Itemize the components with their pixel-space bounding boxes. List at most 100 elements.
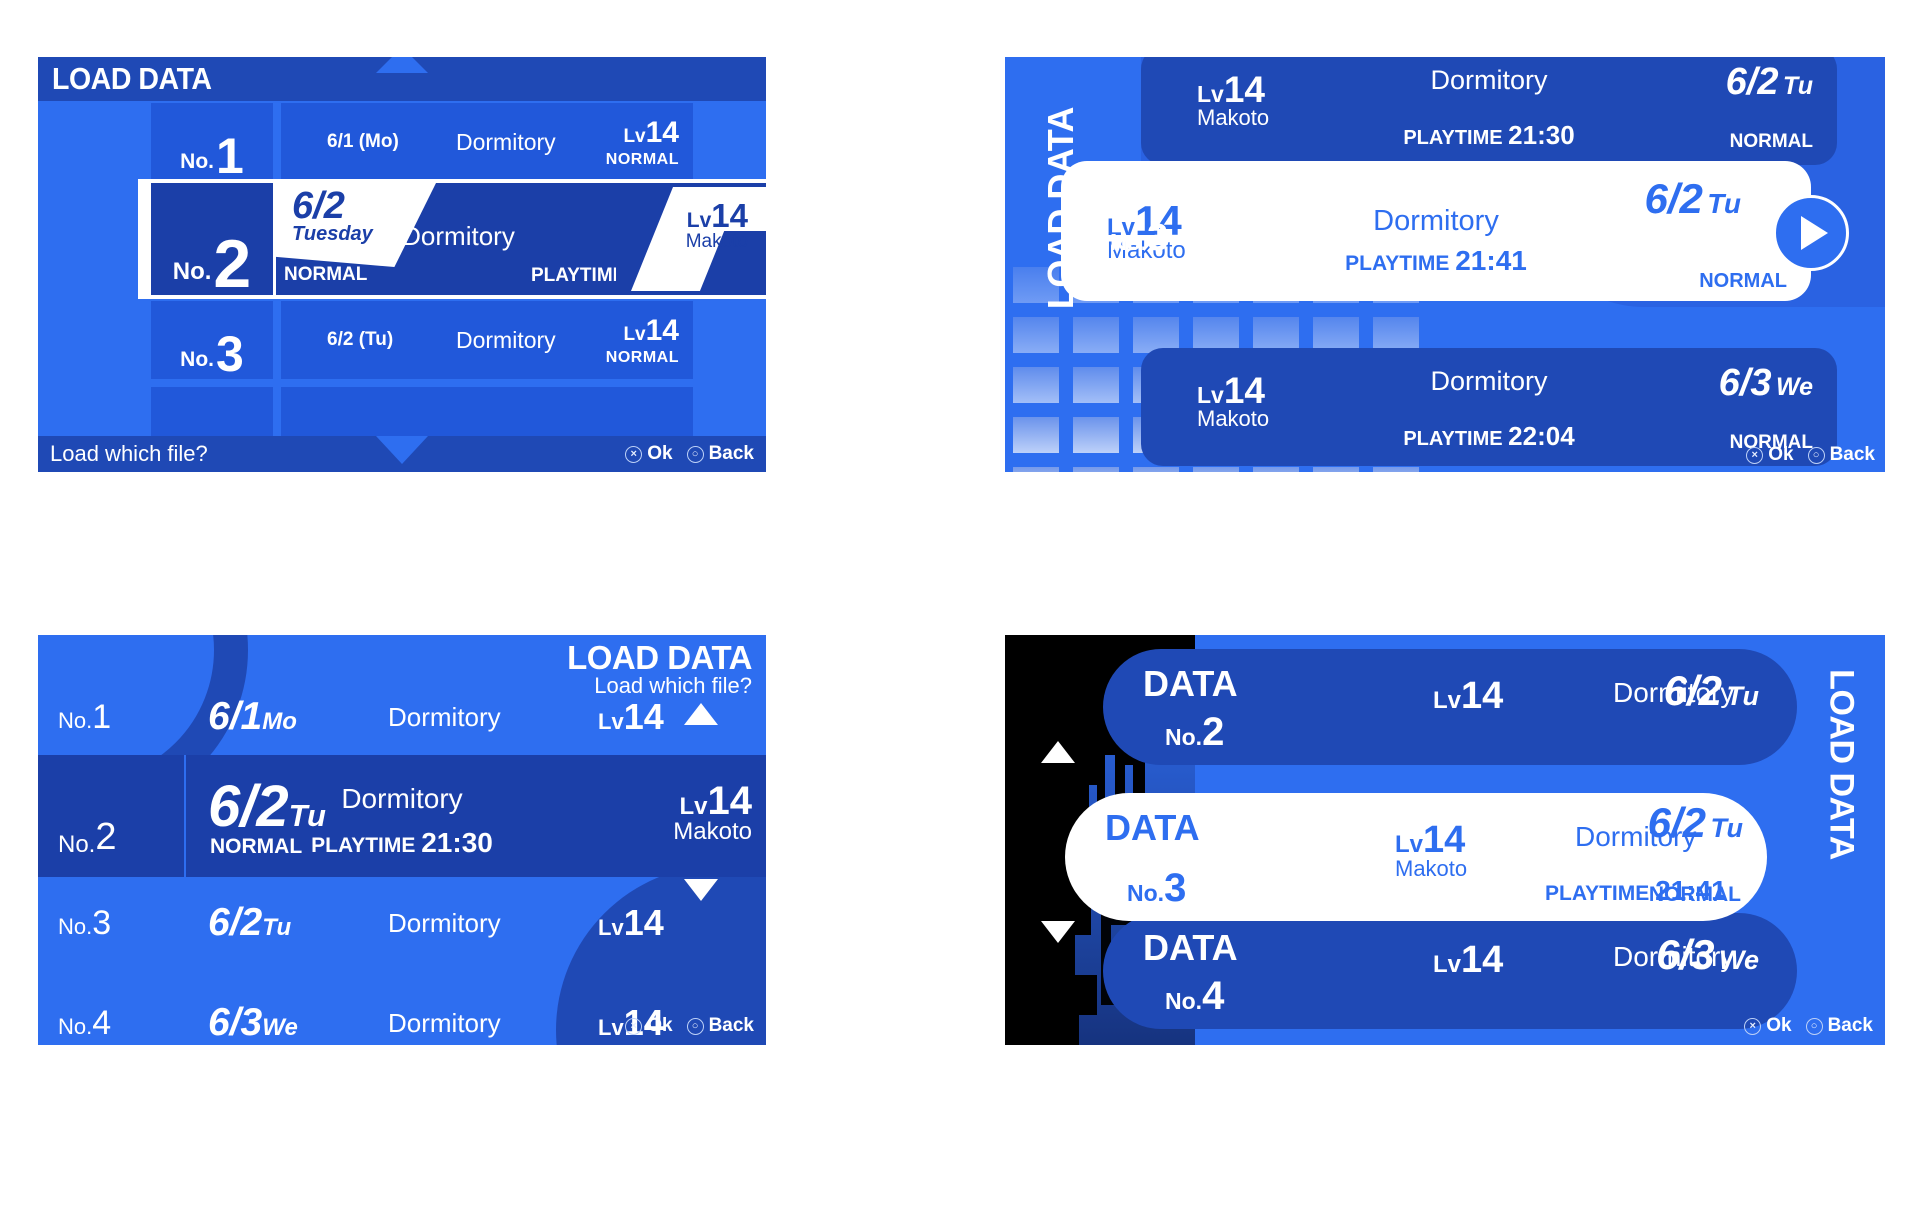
- slot-date-tag: 6/2 Tuesday: [276, 183, 436, 267]
- play-button[interactable]: [1773, 195, 1849, 271]
- slot-character: Makoto: [685, 231, 748, 252]
- level-value: 14: [1461, 675, 1504, 717]
- slot-date: 6/2 Tu: [1648, 799, 1743, 847]
- date-value: 6/2: [208, 901, 263, 944]
- grid-cell: [1013, 267, 1059, 303]
- grid-cell: [1253, 467, 1299, 472]
- slot-number-value: 3: [92, 903, 112, 942]
- playtime-label: PLAYTIME: [1345, 252, 1450, 275]
- save-slot-card-selected[interactable]: DATA No.3 Lv14 Makoto Dormitory 6/2 Tu P…: [1065, 793, 1767, 921]
- slot-level: Lv14 Makoto: [1197, 69, 1269, 131]
- weekday-value: Tu: [288, 798, 326, 833]
- level-label: Lv: [623, 126, 646, 147]
- date-value: 6/2: [208, 774, 289, 839]
- slot-date: 6/2 Tu: [1644, 175, 1741, 223]
- save-slot-card[interactable]: DATA No.2 Lv14 Dormitory 6/2 Tu: [1103, 649, 1797, 765]
- cross-button-icon: ×: [1746, 446, 1764, 464]
- slot-number: No.4: [1165, 974, 1224, 1019]
- slot-number: No. 2: [151, 183, 273, 302]
- save-slot-row-selected[interactable]: No. 2 6/2 Tuesday NORMAL Dormitory PLAYT…: [138, 179, 766, 299]
- save-slot-card[interactable]: DATA No.4 Lv14 Dormitory 6/3 We: [1103, 913, 1797, 1029]
- slot-body: 6/2 (Tu) Dormitory Lv14 NORMAL: [281, 301, 693, 379]
- save-slot-row[interactable]: No.1 6/1Mo Dormitory Lv14: [38, 679, 766, 755]
- save-slot-card-selected[interactable]: Lv14 Makoto Dormitory PLAYTIME 21:41 6/2…: [1061, 161, 1849, 301]
- slot-number: No.2: [1165, 710, 1224, 755]
- slot-level: Lv14: [598, 902, 664, 944]
- cross-button-icon: ×: [625, 1017, 643, 1035]
- slot-playtime: PLAYTIME 22:04: [1141, 421, 1837, 452]
- date-value: 6/3: [1718, 362, 1772, 404]
- save-slot-row[interactable]: No. 3 6/2 (Tu) Dormitory Lv14 NORMAL: [151, 301, 766, 379]
- slot-date: 6/2Tu: [208, 901, 291, 945]
- panel3-header: LOAD DATA Load which file?: [567, 639, 752, 699]
- slot-number-value: 1: [92, 697, 112, 736]
- scroll-down-arrow-icon[interactable]: [684, 879, 718, 901]
- page-title: LOAD DATA: [567, 639, 752, 676]
- playtime-label: PLAYTIME: [311, 834, 416, 857]
- scroll-down-arrow-icon[interactable]: [1041, 921, 1075, 943]
- save-slot-card[interactable]: Lv14 Makoto Dormitory PLAYTIME 22:04 6/3…: [1141, 348, 1837, 466]
- slot-difficulty: NORMAL: [1699, 270, 1787, 292]
- back-label: Back: [708, 443, 754, 464]
- grid-cell: [1133, 467, 1179, 472]
- slot-location: Dormitory: [456, 128, 556, 155]
- date-value: 6/1: [208, 695, 263, 738]
- slot-number: No. 1: [151, 103, 273, 181]
- level-label: Lv: [1197, 81, 1224, 107]
- back-hint[interactable]: ○ Back: [1807, 444, 1875, 466]
- prompt-text: Load which file?: [50, 441, 208, 466]
- button-hints: × Ok ○ Back: [625, 1015, 754, 1037]
- weekday-value: We: [1775, 373, 1813, 401]
- grid-cell: [1073, 317, 1119, 353]
- slot-number-label: No.: [1127, 880, 1165, 906]
- level-value: 14: [1223, 69, 1265, 110]
- back-hint[interactable]: ○ Back: [686, 1015, 754, 1037]
- circle-button-icon: ○: [686, 1017, 704, 1035]
- slot-number: No.4: [58, 1004, 111, 1043]
- slot-level: Lv14: [1433, 675, 1503, 718]
- slot-number-value: 2: [213, 225, 252, 302]
- weekday-value: Tu: [1707, 188, 1741, 219]
- playtime-value: 21:30: [421, 827, 493, 858]
- level-value: 14: [1461, 939, 1504, 981]
- load-data-panel-style-2: LOAD DATA No.3 Lv14 Makoto Dormitory PLA…: [1005, 57, 1885, 472]
- level-value: 14: [1423, 819, 1466, 861]
- ok-hint[interactable]: × Ok: [625, 1015, 673, 1037]
- ok-hint[interactable]: × Ok: [625, 443, 673, 465]
- level-value: 14: [623, 902, 664, 943]
- data-label: DATA: [1143, 663, 1238, 704]
- selected-inner: No. 2 6/2 Tuesday NORMAL Dormitory PLAYT…: [151, 183, 766, 302]
- grid-cell: [1313, 317, 1359, 353]
- grid-cell: [1253, 317, 1299, 353]
- playtime-label: PLAYTIME: [1403, 428, 1503, 450]
- scroll-up-arrow-icon[interactable]: [684, 703, 718, 725]
- weekday-value: We: [1718, 945, 1759, 975]
- scroll-down-arrow-icon[interactable]: [376, 436, 428, 464]
- slot-date: 6/3 We: [1719, 362, 1813, 405]
- save-slot-row[interactable]: No. 1 6/1 (Mo) Dormitory Lv14 NORMAL: [151, 103, 766, 181]
- level-label: Lv: [1197, 382, 1224, 408]
- slot-difficulty: NORMAL: [605, 151, 679, 168]
- date-value: 6/3: [1656, 931, 1715, 978]
- weekday-value: We: [262, 1014, 298, 1041]
- save-slot-row[interactable]: No.3 6/2Tu Dormitory Lv14: [38, 879, 766, 961]
- ok-hint[interactable]: × Ok: [1746, 444, 1794, 466]
- back-label: Back: [708, 1015, 754, 1036]
- ok-hint[interactable]: × Ok: [1744, 1015, 1792, 1037]
- slot-date: 6/2 (Tu): [327, 329, 394, 350]
- slot-number-label: No.: [1110, 229, 1148, 255]
- level-value: 14: [1135, 197, 1182, 244]
- back-hint[interactable]: ○ Back: [1805, 1015, 1873, 1037]
- back-hint[interactable]: ○ Back: [686, 443, 754, 465]
- level-value: 14: [645, 314, 679, 347]
- save-slot-row-selected[interactable]: No. 2 6/2Tu NORMAL Dormitory PLAYTIME 21:…: [38, 755, 766, 877]
- grid-cell: [1073, 467, 1119, 472]
- save-slot-card[interactable]: Lv14 Makoto Dormitory PLAYTIME 21:30 6/2…: [1141, 57, 1837, 165]
- slot-level: Lv14 Makoto: [1197, 370, 1269, 432]
- slot-difficulty: NORMAL: [210, 835, 303, 858]
- level-value: 14: [1223, 370, 1265, 411]
- save-slot-row-partial[interactable]: No.4 6/3We Dormitory Lv14: [38, 985, 766, 1045]
- slot-location: Dormitory: [388, 907, 501, 938]
- scroll-up-arrow-icon[interactable]: [1041, 741, 1075, 763]
- scroll-up-arrow-icon[interactable]: [376, 57, 428, 73]
